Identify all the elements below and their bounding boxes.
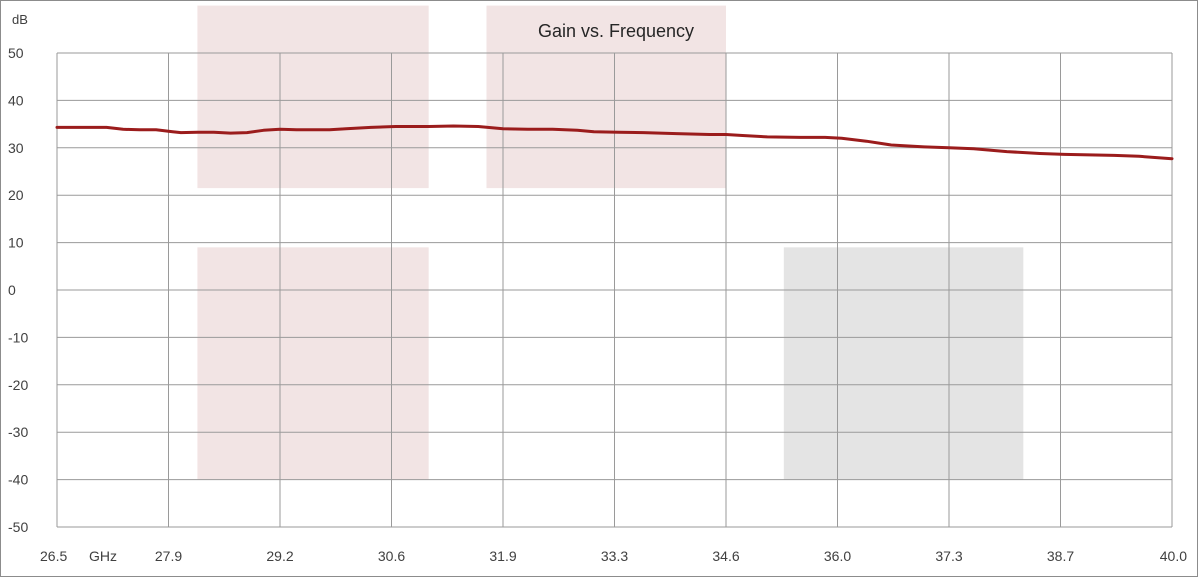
y-tick-label: 30 [8, 140, 24, 156]
axis-labels: 50 40 30 20 10 0 -10 -20 -30 -40 -50 26.5 27.9 29.2 30… [8, 45, 1187, 564]
x-tick-label: 37.3 [935, 548, 962, 564]
gridlines [56, 52, 1173, 528]
series-layer [55, 124, 1174, 161]
y-tick-label: -30 [8, 424, 28, 440]
x-tick-label: 34.6 [712, 548, 739, 564]
x-tick-label: 26.5 [40, 548, 67, 564]
y-tick-label: 10 [8, 235, 24, 251]
x-tick-label: 33.3 [601, 548, 628, 564]
x-tick-label: 30.6 [378, 548, 405, 564]
x-tick-label: 36.0 [824, 548, 851, 564]
x-tick-label: 27.9 [155, 548, 182, 564]
gain-series-line [55, 124, 1174, 161]
y-axis-unit-label: dB [12, 12, 28, 27]
shaded-region-0 [197, 5, 429, 189]
x-tick-label: 31.9 [489, 548, 516, 564]
chart-title: Gain vs. Frequency [538, 21, 694, 41]
y-tick-label: 20 [8, 187, 24, 203]
shaded-regions [197, 5, 1024, 480]
y-tick-label: -20 [8, 377, 28, 393]
y-tick-label: 40 [8, 92, 24, 108]
shaded-region-3 [783, 247, 1024, 480]
y-tick-label: -50 [8, 519, 28, 535]
x-tick-label: 29.2 [266, 548, 293, 564]
shaded-region-2 [197, 247, 429, 480]
y-tick-label: 0 [8, 282, 16, 298]
y-tick-label: -40 [8, 472, 28, 488]
x-tick-label: 40.0 [1160, 548, 1187, 564]
x-axis-unit-label: GHz [89, 548, 117, 564]
x-tick-label: 38.7 [1047, 548, 1074, 564]
y-tick-label: 50 [8, 45, 24, 61]
shaded-region-1 [486, 5, 726, 189]
y-tick-label: -10 [8, 329, 28, 345]
